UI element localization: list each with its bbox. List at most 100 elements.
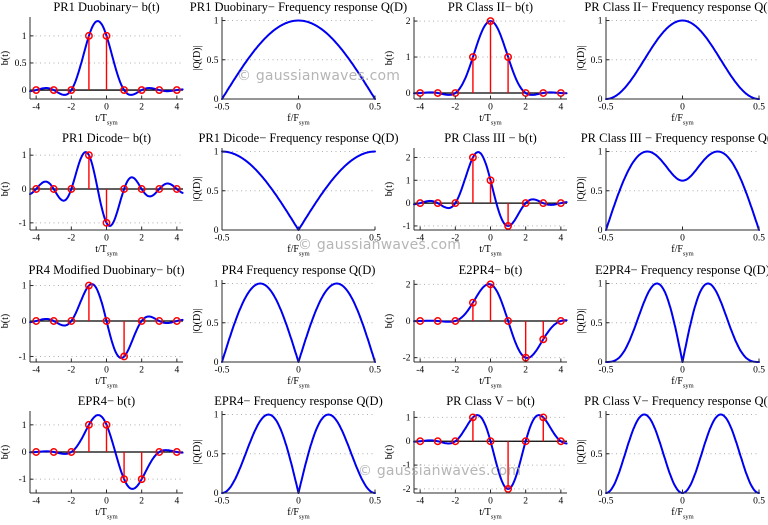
stem-marker (172, 185, 181, 194)
y-tick-label: 0.5 (591, 318, 603, 328)
y-tick-label: 0.5 (591, 187, 603, 197)
y-tick-label: 0.5 (207, 187, 219, 197)
curve-line (605, 19, 760, 100)
y-tick-label: 1 (406, 413, 411, 423)
stem-marker (504, 484, 513, 493)
x-tick-label: -4 (416, 496, 424, 506)
y-axis-label: |Q(D)| (192, 177, 203, 202)
x-tick-label: -0.5 (598, 365, 613, 375)
y-tick-label: 0 (22, 317, 27, 327)
subplot-pr1-dicode-time: -4 -2 0 2 4 -1 0 1 PR1 Dicode− b(t) t/Tsym b(t) (0, 131, 184, 258)
x-tick-label: 0 (488, 234, 493, 244)
y-tick-label: -1 (403, 461, 411, 471)
curve-line (29, 282, 184, 359)
y-axis-label: |Q(D)| (576, 45, 587, 70)
stem-marker (504, 222, 513, 231)
y-tick-label: 0 (598, 489, 603, 499)
y-tick-label: 0 (214, 95, 219, 105)
x-tick-label: 0.5 (753, 234, 765, 244)
curve-line (605, 150, 760, 232)
stem-marker (486, 17, 495, 26)
stem-marker (137, 86, 146, 95)
y-axis-label: |Q(D)| (576, 308, 587, 333)
x-tick-label: -4 (416, 365, 424, 375)
x-tick-label: -4 (32, 103, 40, 113)
y-tick-label: 2 (406, 280, 411, 290)
y-tick-label: 0.5 (591, 450, 603, 460)
y-axis-label: b(t) (384, 313, 395, 327)
stem-marker (84, 151, 93, 160)
y-tick-label: 2 (406, 17, 411, 27)
stem-marker (49, 86, 58, 95)
stem-marker (137, 185, 146, 194)
stem-marker (468, 298, 477, 307)
stem-marker (155, 316, 164, 325)
y-tick-label: 0.5 (207, 450, 219, 460)
stem-marker (84, 281, 93, 289)
x-axis-label: f/Fsym (287, 507, 310, 521)
x-axis-label: t/Tsym (479, 376, 502, 390)
stem-marker (539, 413, 548, 422)
subplot-cell-pr-class-v-freq: -0.5 0 0.5 0 0.5 1 PR Class V− Frequency respo… (576, 394, 768, 525)
x-tick-label: -2 (451, 103, 459, 113)
x-tick-label: 0 (680, 103, 685, 113)
x-tick-label: -0.5 (214, 496, 229, 506)
x-tick-label: 0 (680, 234, 685, 244)
y-tick-label: 0 (406, 199, 411, 209)
x-axis-label: t/Tsym (95, 113, 118, 127)
x-tick-label: 2 (523, 496, 528, 506)
y-tick-label: 0 (598, 358, 603, 368)
y-tick-label: 1 (214, 148, 219, 158)
y-tick-label: 1 (406, 177, 411, 187)
x-tick-label: 0.5 (753, 496, 765, 506)
subplot-cell-epr4-freq: -0.5 0 0.5 0 0.5 1 EPR4− Frequency response Q(… (192, 394, 384, 525)
x-tick-label: 4 (174, 103, 179, 113)
y-tick-label: 1 (598, 148, 603, 158)
x-tick-label: -2 (67, 365, 75, 375)
y-tick-label: 0 (214, 226, 219, 236)
stem-marker (172, 447, 181, 456)
stem-marker (433, 89, 442, 97)
x-tick-label: 0.5 (369, 365, 381, 375)
x-tick-label: 2 (139, 103, 144, 113)
x-tick-label: 0.5 (369, 103, 381, 113)
x-tick-label: -4 (32, 496, 40, 506)
subplot-cell-pr-class-ii-freq: -0.5 0 0.5 0 0.5 1 PR Class II− Frequency resp… (576, 0, 768, 131)
y-tick-label: 0 (598, 226, 603, 236)
x-tick-label: 0 (296, 103, 301, 113)
stem-marker (120, 474, 129, 483)
x-tick-label: 0 (680, 496, 685, 506)
y-tick-label: 1 (406, 53, 411, 63)
x-tick-label: -2 (451, 365, 459, 375)
y-tick-label: -1 (403, 222, 411, 232)
curve-line (221, 150, 376, 232)
stem-marker (451, 437, 460, 445)
y-tick-label: 0 (406, 316, 411, 326)
x-tick-label: 2 (523, 365, 528, 375)
stem-marker (67, 447, 76, 456)
stem-marker (433, 316, 442, 325)
stem-marker (521, 437, 530, 445)
stem-marker (486, 437, 495, 445)
x-axis-label: f/Fsym (287, 244, 310, 258)
stem-marker (67, 86, 76, 95)
x-tick-label: -0.5 (598, 496, 613, 506)
y-tick-label: 1 (22, 151, 27, 161)
stem-marker (539, 89, 548, 97)
subplot-cell-e2pr4-time: -4 -2 0 2 4 -2 0 2 E2PR4− b(t) t/Tsym b(t) (384, 263, 576, 394)
y-tick-label: 0 (214, 358, 219, 368)
y-tick-label: 0.5 (207, 56, 219, 66)
stem-marker (49, 316, 58, 325)
y-tick-label: 1 (22, 421, 27, 431)
y-tick-label: 1 (214, 279, 219, 289)
y-tick-label: 2 (406, 154, 411, 164)
x-axis-label: t/Tsym (479, 507, 502, 521)
